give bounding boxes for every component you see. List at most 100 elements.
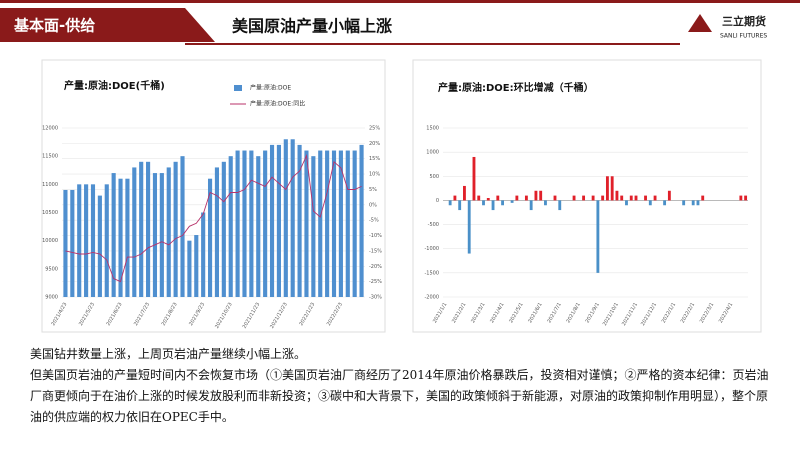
bar xyxy=(625,200,628,206)
bar xyxy=(304,150,309,297)
bar xyxy=(620,195,624,201)
bar xyxy=(228,156,233,297)
bar xyxy=(739,195,743,201)
y2-tick-label: 5% xyxy=(369,187,377,193)
bar xyxy=(691,200,695,206)
y-tick-label: 12000 xyxy=(42,126,58,132)
bar xyxy=(539,190,543,201)
bar xyxy=(235,150,240,297)
bar xyxy=(132,167,137,297)
y-tick-label: -1000 xyxy=(424,246,439,252)
bar xyxy=(152,173,158,297)
bar xyxy=(318,150,323,297)
bar xyxy=(448,200,452,206)
slide-title: 美国原油产量小幅上涨 xyxy=(232,17,392,36)
body-text: 美国钻井数量上涨，上周页岩油产量继续小幅上涨。 但美国页岩油的产量短时间内不会恢复… xyxy=(30,344,770,428)
bar xyxy=(159,173,164,297)
y2-tick-label: 20% xyxy=(369,141,380,147)
bar xyxy=(634,195,638,201)
y-tick-label: -1500 xyxy=(424,270,439,276)
bar xyxy=(325,150,330,297)
bar xyxy=(221,161,226,297)
bar xyxy=(610,176,614,201)
top-strip xyxy=(0,0,800,3)
bar xyxy=(463,185,466,201)
bar xyxy=(615,190,619,201)
y-tick-label: 9000 xyxy=(45,295,58,301)
y-tick-label: 10500 xyxy=(42,210,58,216)
y2-tick-label: 15% xyxy=(369,156,380,162)
bar xyxy=(653,195,657,201)
y-tick-label: -2000 xyxy=(424,295,439,301)
bar xyxy=(263,150,268,297)
y-tick-label: 1500 xyxy=(426,126,439,132)
bar xyxy=(467,200,471,254)
bar xyxy=(111,173,116,297)
y2-tick-label: -30% xyxy=(369,295,382,301)
bar xyxy=(477,195,481,201)
y2-tick-label: 10% xyxy=(369,172,380,178)
bar xyxy=(63,189,68,297)
legend-label: 产量:原油:DOE:同比 xyxy=(250,100,305,108)
bar xyxy=(352,150,357,297)
bar xyxy=(544,200,547,206)
bar xyxy=(491,200,495,211)
bar xyxy=(601,195,605,201)
bar xyxy=(553,195,557,201)
bar xyxy=(701,195,705,201)
logo-icon xyxy=(688,14,712,32)
bar xyxy=(682,200,686,206)
bar xyxy=(283,139,288,297)
bar xyxy=(472,156,476,201)
bar xyxy=(269,144,275,297)
bar xyxy=(118,178,123,297)
y2-tick-label: -20% xyxy=(369,264,382,270)
bar xyxy=(90,184,96,297)
bar xyxy=(524,195,528,201)
line-series xyxy=(65,154,362,283)
chart-title: 产量:原油:DOE:环比增减（千桶） xyxy=(438,81,594,94)
bar xyxy=(249,150,254,297)
bar xyxy=(256,156,261,297)
bar xyxy=(166,167,171,297)
y-tick-label: 500 xyxy=(429,174,439,180)
bar xyxy=(84,184,89,297)
bar xyxy=(482,200,485,206)
y2-tick-label: 0% xyxy=(369,202,377,208)
bar xyxy=(290,139,295,297)
bar xyxy=(648,200,652,206)
y-tick-label: 1000 xyxy=(426,150,439,156)
y2-tick-label: -15% xyxy=(369,248,382,254)
bar xyxy=(345,150,350,297)
bar xyxy=(359,144,364,297)
bar xyxy=(194,235,199,297)
bar xyxy=(97,195,102,297)
bar xyxy=(201,212,206,297)
logo-text: 三立期货 xyxy=(722,14,766,28)
bar xyxy=(139,161,144,297)
bar xyxy=(667,190,671,201)
bar xyxy=(146,161,151,297)
bar xyxy=(453,195,457,201)
bar xyxy=(515,195,519,201)
y-tick-label: 0 xyxy=(436,198,439,204)
bar xyxy=(605,176,609,201)
bar xyxy=(496,195,500,201)
bar xyxy=(180,156,185,297)
paragraph: 美国钻井数量上涨，上周页岩油产量继续小幅上涨。 xyxy=(30,347,307,361)
bar xyxy=(276,144,281,297)
bar xyxy=(125,178,130,297)
bar xyxy=(242,150,247,297)
y-tick-label: -500 xyxy=(428,222,439,228)
y2-tick-label: -10% xyxy=(369,233,382,239)
y-tick-label: 11000 xyxy=(42,182,58,188)
bar xyxy=(582,195,586,201)
y-tick-label: 11500 xyxy=(42,154,58,160)
y-tick-label: 10000 xyxy=(42,238,58,244)
bar xyxy=(311,156,316,297)
bar xyxy=(663,200,667,206)
bar xyxy=(486,198,490,201)
bar xyxy=(338,150,343,297)
bar xyxy=(207,178,213,297)
